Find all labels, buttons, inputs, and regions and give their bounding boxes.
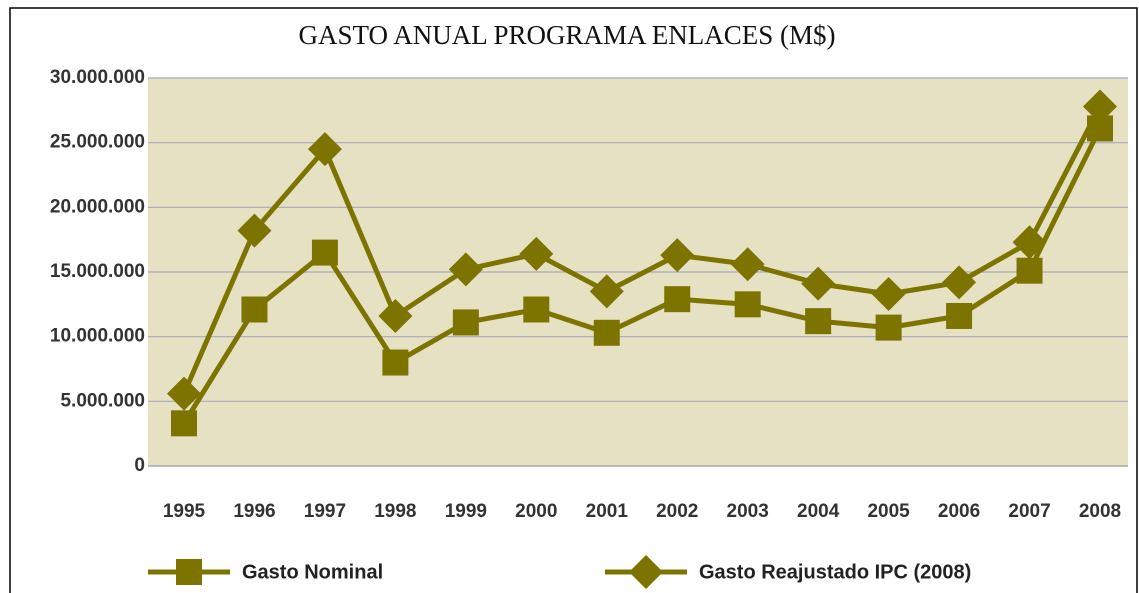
marker-square <box>523 296 550 323</box>
x-tick-label: 2006 <box>938 501 980 522</box>
y-tick-label: 30.000.000 <box>50 67 145 88</box>
marker-square <box>805 308 832 335</box>
x-tick-label: 2001 <box>586 501 629 522</box>
x-tick-label: 2003 <box>727 501 769 522</box>
y-tick-label: 5.000.000 <box>60 390 145 411</box>
marker-square <box>176 559 202 585</box>
marker-square <box>241 296 268 323</box>
x-tick-label: 2000 <box>515 501 557 522</box>
x-tick-label: 2005 <box>867 501 910 522</box>
x-tick-label: 1999 <box>445 501 487 522</box>
chart-title: GASTO ANUAL PROGRAMA ENLACES (M$) <box>298 20 835 50</box>
marker-square <box>171 410 197 437</box>
x-tick-label: 2004 <box>797 501 840 522</box>
y-tick-label: 20.000.000 <box>50 196 145 217</box>
marker-diamond <box>801 266 836 301</box>
x-tick-label: 2002 <box>656 501 698 522</box>
x-tick-label: 1995 <box>163 501 206 522</box>
marker-square <box>311 239 338 266</box>
marker-diamond <box>730 247 765 282</box>
marker-diamond <box>307 132 342 167</box>
marker-diamond <box>589 274 624 309</box>
marker-diamond <box>237 213 272 248</box>
marker-diamond <box>167 376 201 411</box>
marker-square <box>664 286 691 313</box>
x-tick-label: 2007 <box>1008 501 1050 522</box>
marker-square <box>875 314 902 341</box>
marker-diamond <box>629 555 663 589</box>
marker-diamond <box>871 276 906 311</box>
marker-square <box>593 319 620 346</box>
legend-label: Gasto Reajustado IPC (2008) <box>699 561 971 583</box>
marker-square <box>1016 257 1043 284</box>
marker-square <box>734 291 761 318</box>
x-tick-label: 1996 <box>233 501 275 522</box>
legend-label: Gasto Nominal <box>242 561 383 583</box>
marker-square <box>382 349 409 376</box>
marker-diamond <box>1012 225 1047 260</box>
x-tick-label: 1997 <box>304 501 346 522</box>
marker-diamond <box>378 298 413 333</box>
marker-diamond <box>660 238 695 273</box>
frame <box>9 7 1138 593</box>
y-tick-label: 0 <box>134 455 145 476</box>
marker-diamond <box>519 236 554 271</box>
marker-square <box>452 309 479 336</box>
y-tick-label: 10.000.000 <box>50 326 145 347</box>
marker-diamond <box>1083 89 1117 124</box>
x-tick-label: 2008 <box>1079 501 1121 522</box>
marker-square <box>946 302 973 329</box>
x-tick-label: 1998 <box>374 501 416 522</box>
y-tick-label: 15.000.000 <box>50 261 145 282</box>
y-tick-label: 25.000.000 <box>50 132 145 153</box>
marker-diamond <box>448 252 483 287</box>
marker-diamond <box>942 265 977 300</box>
